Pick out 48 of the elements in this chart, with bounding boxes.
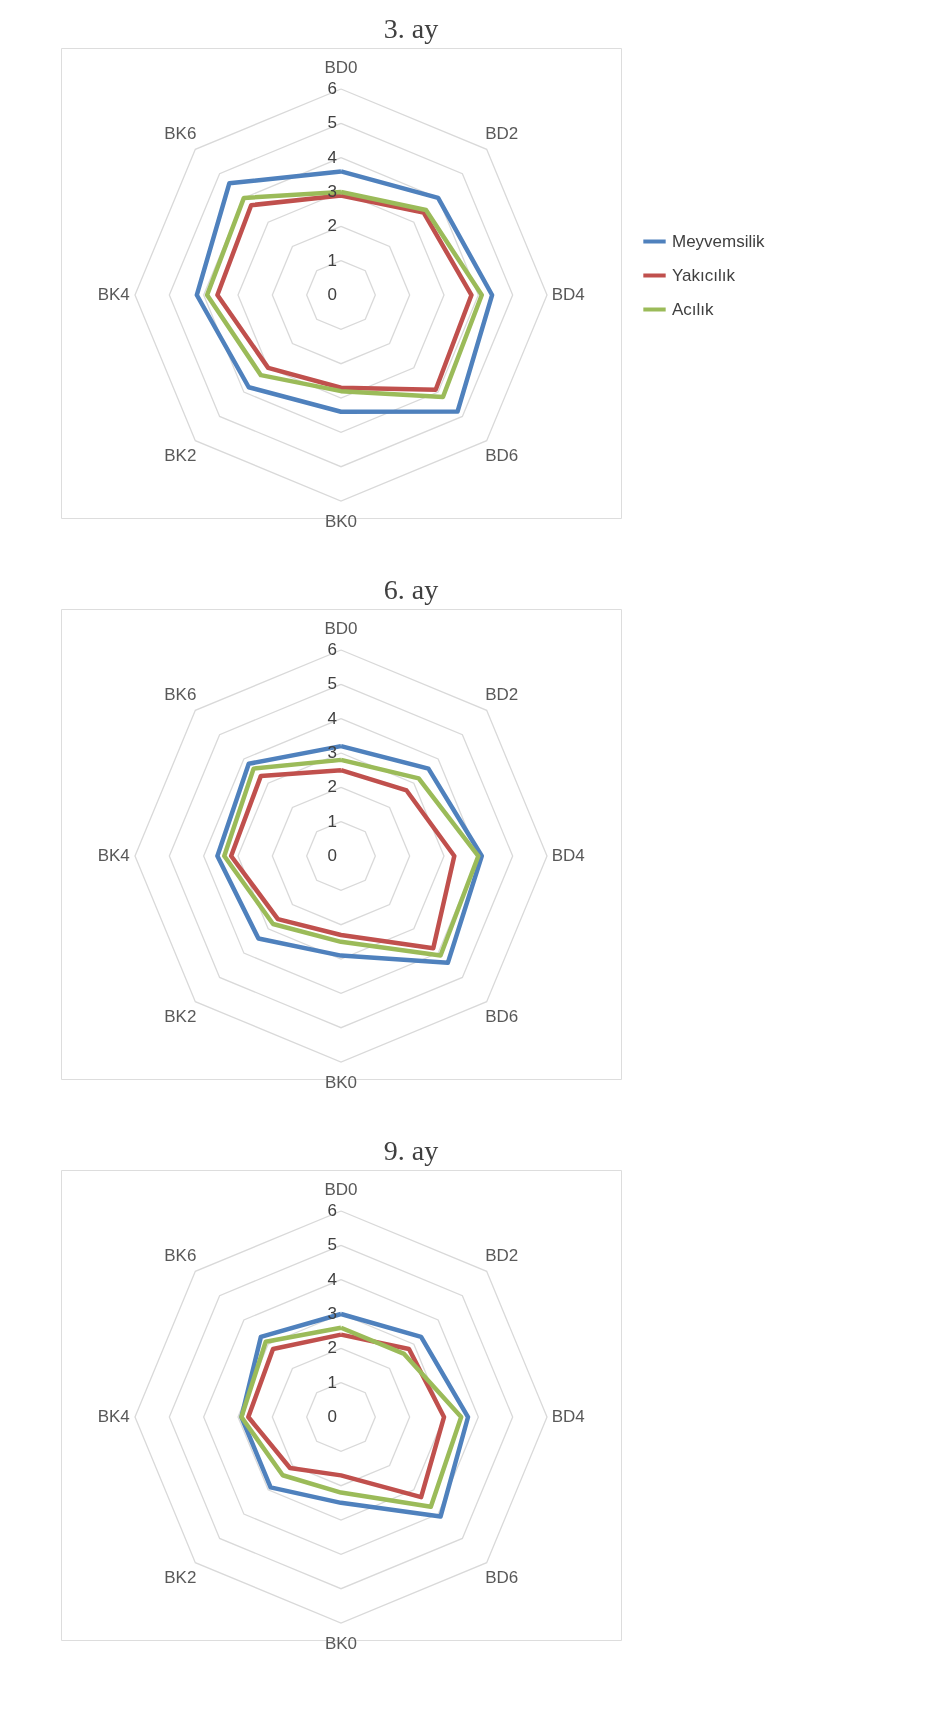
spoke-label: BD0 <box>324 1179 358 1199</box>
chart-title: 6. ay <box>383 574 439 605</box>
spoke-label: BD2 <box>485 124 519 144</box>
spoke-label: BK2 <box>164 1567 197 1587</box>
spoke-label: BD2 <box>485 1246 519 1266</box>
legend-label: Acılık <box>672 299 715 319</box>
y-tick-label: 4 <box>327 1269 337 1289</box>
spoke-label: BK4 <box>97 1407 130 1427</box>
y-tick-label: 4 <box>327 147 337 167</box>
spoke-label: BD4 <box>551 846 585 866</box>
y-tick-label: 0 <box>327 846 337 866</box>
spoke-label: BD6 <box>485 1006 519 1026</box>
spoke-label: BD4 <box>551 285 585 305</box>
spoke-label: BK0 <box>324 1634 358 1654</box>
y-tick-label: 4 <box>327 708 337 728</box>
legend-label: Meyvemsilik <box>672 231 766 251</box>
spoke-label: BK4 <box>97 846 130 866</box>
spoke-label: BD2 <box>485 685 519 705</box>
legend-label: Yakıcılık <box>672 265 736 285</box>
spoke-label: BD4 <box>551 1407 585 1427</box>
spoke-label: BD0 <box>324 618 358 638</box>
spoke-label: BD6 <box>485 1567 519 1587</box>
y-tick-label: 1 <box>327 250 337 270</box>
spoke-label: BK4 <box>97 285 130 305</box>
spoke-label: BK2 <box>164 1006 197 1026</box>
y-tick-label: 2 <box>327 777 337 797</box>
spoke-label: BD6 <box>485 445 519 465</box>
y-tick-label: 1 <box>327 1372 337 1392</box>
spoke-label: BK6 <box>164 685 197 705</box>
spoke-label: BK0 <box>324 1073 358 1093</box>
spoke-label: BK6 <box>164 1246 197 1266</box>
y-tick-label: 6 <box>327 1201 337 1221</box>
y-tick-label: 2 <box>327 216 337 236</box>
spoke-label: BK2 <box>164 445 197 465</box>
y-tick-label: 2 <box>327 1338 337 1358</box>
chart-title: 9. ay <box>383 1135 439 1166</box>
y-tick-label: 0 <box>327 285 337 305</box>
chart-title: 3. ay <box>383 13 439 44</box>
y-tick-label: 0 <box>327 1407 337 1427</box>
y-tick-label: 6 <box>327 640 337 660</box>
spoke-label: BK6 <box>164 124 197 144</box>
spoke-label: BK0 <box>324 512 358 532</box>
y-tick-label: 5 <box>327 674 337 694</box>
y-tick-label: 6 <box>327 79 337 99</box>
y-tick-label: 5 <box>327 113 337 133</box>
y-tick-label: 1 <box>327 811 337 831</box>
spoke-label: BD0 <box>324 57 358 77</box>
y-tick-label: 5 <box>327 1235 337 1255</box>
